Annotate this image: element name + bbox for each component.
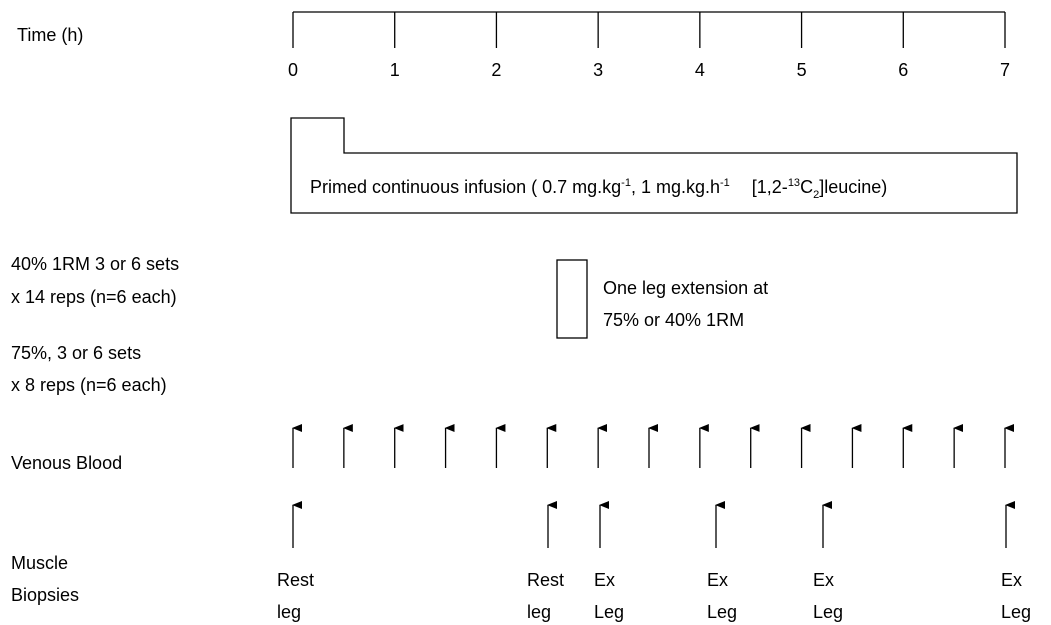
- tick-label: 4: [695, 60, 705, 80]
- biopsy-sample-label: leg: [277, 602, 301, 622]
- infusion-part: , 1 mg.kg.h: [631, 177, 720, 197]
- biopsy-sample-label: Ex: [1001, 570, 1022, 590]
- biopsy-sample-label: Rest: [527, 570, 564, 590]
- tick-label: 6: [898, 60, 908, 80]
- infusion-box: [290, 117, 1018, 214]
- tick-label: 0: [288, 60, 298, 80]
- protocol-note: 40% 1RM 3 or 6 sets: [11, 254, 179, 274]
- venous-label: Venous Blood: [11, 453, 122, 473]
- infusion-part: C: [800, 177, 813, 197]
- time-ticks: 0 1 2 3 4 5 6 7: [288, 12, 1010, 80]
- infusion-text: Primed continuous infusion ( 0.7 mg.kg-1…: [310, 177, 887, 201]
- protocol-note: x 14 reps (n=6 each): [11, 287, 177, 307]
- infusion-part: Primed continuous infusion ( 0.7 mg.kg: [310, 177, 621, 197]
- time-label: Time (h): [17, 25, 83, 45]
- tick-label: 3: [593, 60, 603, 80]
- infusion-part: ]leucine): [819, 177, 887, 197]
- biopsy-sample-label: Ex: [707, 570, 728, 590]
- infusion-sup: -1: [720, 177, 730, 189]
- biopsy-sample-label: Leg: [707, 602, 737, 622]
- tick-label: 1: [390, 60, 400, 80]
- protocol-note: x 8 reps (n=6 each): [11, 375, 167, 395]
- protocol-note: 75%, 3 or 6 sets: [11, 343, 141, 363]
- biopsy-label: Muscle: [11, 553, 68, 573]
- infusion-part: [1,2-: [752, 177, 788, 197]
- biopsy-sample-label: Ex: [813, 570, 834, 590]
- tick-label: 5: [797, 60, 807, 80]
- biopsy-sample-label: leg: [527, 602, 551, 622]
- biopsy-arrows: Rest leg Rest leg Ex Leg Ex Leg Ex Leg Ex Leg: [277, 501, 1031, 622]
- infusion-sup: 13: [788, 177, 800, 189]
- biopsy-sample-label: Ex: [594, 570, 615, 590]
- biopsy-sample-label: Rest: [277, 570, 314, 590]
- exercise-text: One leg extension at: [603, 278, 768, 298]
- exercise-text: 75% or 40% 1RM: [603, 310, 744, 330]
- tick-label: 2: [491, 60, 501, 80]
- infusion-sup: -1: [621, 177, 631, 189]
- biopsy-sample-label: Leg: [1001, 602, 1031, 622]
- infusion-sub: 2: [813, 189, 819, 201]
- biopsy-sample-label: Leg: [594, 602, 624, 622]
- biopsy-sample-label: Leg: [813, 602, 843, 622]
- biopsy-label: Biopsies: [11, 585, 79, 605]
- venous-arrows: [292, 424, 1014, 468]
- tick-label: 7: [1000, 60, 1010, 80]
- exercise-box: [556, 259, 588, 339]
